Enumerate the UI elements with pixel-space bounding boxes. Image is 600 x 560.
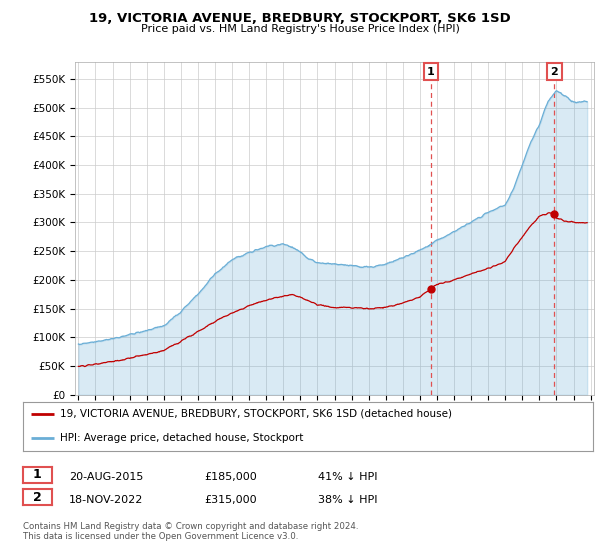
Text: 2: 2	[33, 491, 41, 504]
Text: HPI: Average price, detached house, Stockport: HPI: Average price, detached house, Stoc…	[60, 433, 303, 444]
Text: 41% ↓ HPI: 41% ↓ HPI	[318, 472, 377, 482]
Text: 38% ↓ HPI: 38% ↓ HPI	[318, 494, 377, 505]
Text: 19, VICTORIA AVENUE, BREDBURY, STOCKPORT, SK6 1SD: 19, VICTORIA AVENUE, BREDBURY, STOCKPORT…	[89, 12, 511, 25]
Text: £315,000: £315,000	[204, 494, 257, 505]
Text: 2: 2	[551, 67, 558, 77]
Text: 1: 1	[33, 468, 41, 482]
Text: 20-AUG-2015: 20-AUG-2015	[69, 472, 143, 482]
Text: Price paid vs. HM Land Registry's House Price Index (HPI): Price paid vs. HM Land Registry's House …	[140, 24, 460, 34]
Text: £185,000: £185,000	[204, 472, 257, 482]
Text: 19, VICTORIA AVENUE, BREDBURY, STOCKPORT, SK6 1SD (detached house): 19, VICTORIA AVENUE, BREDBURY, STOCKPORT…	[60, 409, 452, 419]
Text: 1: 1	[427, 67, 434, 77]
Text: Contains HM Land Registry data © Crown copyright and database right 2024.
This d: Contains HM Land Registry data © Crown c…	[23, 522, 358, 542]
Text: 18-NOV-2022: 18-NOV-2022	[69, 494, 143, 505]
